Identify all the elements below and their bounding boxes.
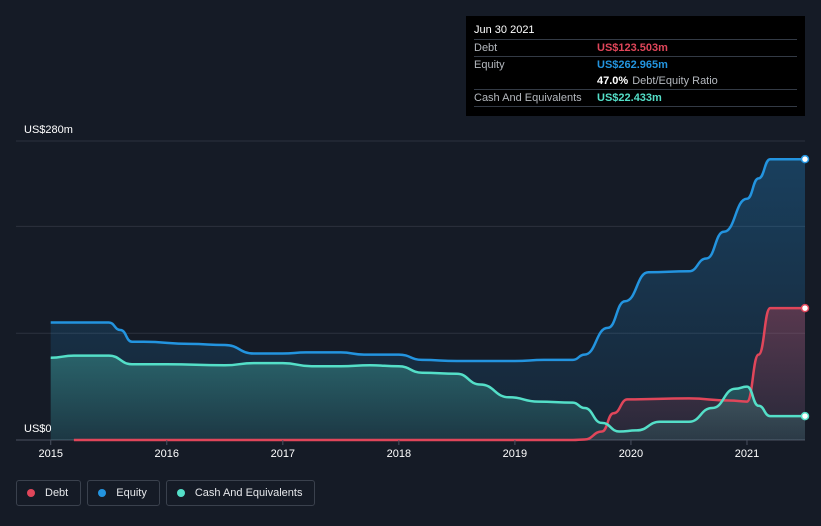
- chart-legend: Debt Equity Cash And Equivalents: [16, 480, 316, 506]
- tooltip-ratio-label: Debt/Equity Ratio: [632, 75, 718, 87]
- debt-end-marker: [800, 303, 810, 313]
- legend-item-equity[interactable]: Equity: [87, 480, 160, 506]
- tooltip-equity-value: US$262.965m: [597, 59, 668, 71]
- tooltip-equity-row: Equity US$262.965m: [474, 56, 797, 73]
- x-tick-label-2017: 2017: [271, 448, 295, 460]
- series-lines: [50, 157, 805, 442]
- tooltip-date: Jun 30 2021: [474, 24, 535, 36]
- equity-end-marker: [800, 154, 810, 164]
- debt-area: [73, 308, 805, 440]
- tooltip-cash-value: US$22.433m: [597, 92, 662, 104]
- series-end-markers: [800, 154, 810, 421]
- debt-line: [73, 306, 805, 442]
- tooltip-debt-row: Debt US$123.503m: [474, 39, 797, 56]
- tooltip-debt-label: Debt: [474, 42, 498, 54]
- legend-cash-label: Cash And Equivalents: [194, 487, 303, 499]
- tooltip-ratio-value: 47.0%: [597, 75, 629, 87]
- cash-and-equivalents-end-marker: [800, 411, 810, 421]
- tooltip-debt-value: US$123.503m: [597, 42, 668, 54]
- cash-and-equivalents-area: [50, 355, 805, 440]
- tooltip-equity-label: Equity: [474, 59, 505, 71]
- tooltip-ratio-row: 47.0% Debt/Equity Ratio: [474, 73, 797, 89]
- legend-item-debt[interactable]: Debt: [16, 480, 82, 506]
- equity-dot-icon: [98, 489, 107, 497]
- x-tick-label-2019: 2019: [503, 448, 527, 460]
- x-tick-label-2020: 2020: [619, 448, 643, 460]
- legend-debt-label: Debt: [45, 487, 69, 499]
- chart-tooltip: Jun 30 2021 Debt US$123.503m Equity US$2…: [466, 16, 805, 116]
- x-tick-label-2015: 2015: [38, 448, 62, 460]
- y-axis-bottom-label: US$0: [24, 423, 52, 435]
- tooltip-cash-label: Cash And Equivalents: [474, 92, 582, 104]
- x-tick-label-2021: 2021: [735, 448, 759, 460]
- debt-dot-icon: [27, 489, 35, 497]
- cash-dot-icon: [176, 489, 185, 497]
- x-tick-label-2018: 2018: [387, 448, 411, 460]
- y-axis-top-label: US$280m: [24, 124, 73, 136]
- legend-equity-label: Equity: [116, 487, 147, 499]
- equity-line: [50, 157, 805, 363]
- legend-item-cash[interactable]: Cash And Equivalents: [165, 480, 316, 506]
- tooltip-cash-row: Cash And Equivalents US$22.433m: [474, 89, 797, 107]
- series-areas: [50, 159, 805, 440]
- x-axis-ticks: 2015 2016 2017 2018 2019 2020 2021: [38, 440, 759, 460]
- x-tick-label-2016: 2016: [155, 448, 179, 460]
- cash-and-equivalents-line: [50, 354, 805, 433]
